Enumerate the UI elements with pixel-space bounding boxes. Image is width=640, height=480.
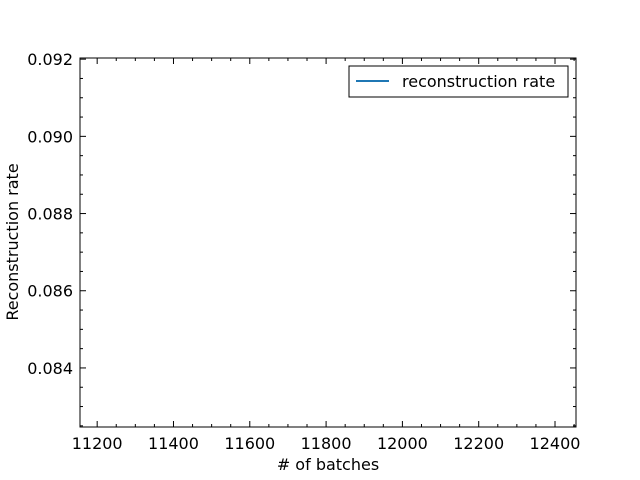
x-axis-ticks: 11200 11400 11600 11800 12000 12200 12400: [72, 58, 581, 453]
y-axis-label: Reconstruction rate: [3, 163, 22, 320]
x-tick-label: 11600: [224, 434, 275, 453]
x-tick-label: 12000: [377, 434, 428, 453]
x-tick-label: 11800: [301, 434, 352, 453]
legend-label: reconstruction rate: [402, 72, 555, 91]
x-tick-label: 12200: [453, 434, 504, 453]
legend-box: [348, 65, 569, 98]
y-tick-label: 0.086: [27, 282, 73, 301]
x-tick-label: 12400: [530, 434, 581, 453]
y-tick-label: 0.084: [27, 359, 73, 378]
y-tick-label: 0.088: [27, 205, 73, 224]
x-tick-label: 11400: [148, 434, 199, 453]
x-axis-label: # of batches: [277, 455, 379, 474]
x-tick-label: 11200: [72, 434, 123, 453]
y-tick-label: 0.092: [27, 50, 73, 69]
y-axis-ticks: 0.084 0.086 0.088 0.090 0.092: [27, 50, 576, 427]
y-tick-label: 0.090: [27, 127, 73, 146]
legend: reconstruction rate: [348, 65, 569, 98]
plot-area-frame: [79, 57, 577, 428]
